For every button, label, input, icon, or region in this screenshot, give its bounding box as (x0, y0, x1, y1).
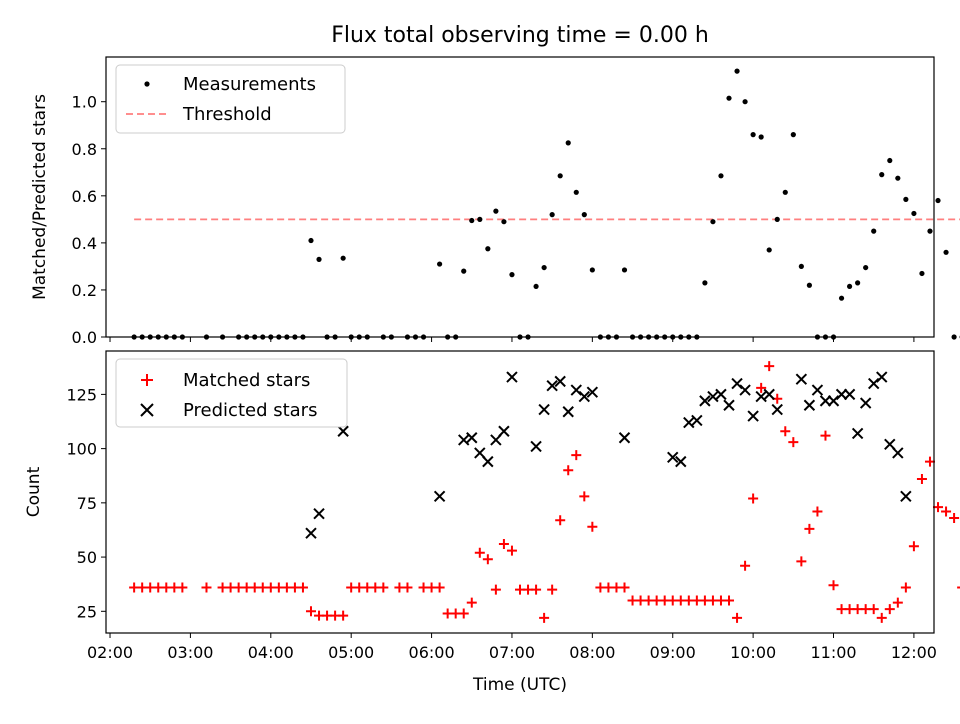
measurement-point (469, 218, 474, 223)
measurement-point (799, 264, 804, 269)
measurement-point (566, 140, 571, 145)
threshold-legend-label: Threshold (182, 104, 272, 125)
bottom-legend: Matched stars Predicted stars (116, 359, 347, 427)
measurement-point (871, 229, 876, 234)
x-tick-label: 08:00 (569, 643, 615, 662)
measurement-point (558, 173, 563, 178)
bottom-y-tick-label: 100 (66, 440, 97, 459)
measurement-point (951, 334, 956, 339)
measurement-point (702, 280, 707, 285)
measurement-point (509, 272, 514, 277)
x-tick-label: 09:00 (650, 643, 696, 662)
measurement-point (582, 212, 587, 217)
measurement-point (734, 69, 739, 74)
chart-title: Flux total observing time = 0.00 h (331, 23, 709, 48)
measurement-point (751, 132, 756, 137)
top-y-tick-label: 0.2 (72, 281, 97, 300)
measurement-point (775, 217, 780, 222)
measurement-point (550, 212, 555, 217)
top-y-tick-label: 0.4 (72, 234, 97, 253)
measurement-point (437, 261, 442, 266)
measurement-point (855, 280, 860, 285)
measurement-point (542, 265, 547, 270)
measurement-point (807, 283, 812, 288)
x-tick-label: 03:00 (167, 643, 213, 662)
x-tick-label: 05:00 (328, 643, 374, 662)
measurement-point (742, 99, 747, 104)
top-y-tick-label: 0.0 (72, 328, 97, 347)
measurement-point (574, 190, 579, 195)
bottom-y-tick-label: 25 (77, 602, 97, 621)
measurement-point (791, 132, 796, 137)
measurement-point (308, 238, 313, 243)
x-tick-label: 10:00 (730, 643, 776, 662)
measurement-point (863, 265, 868, 270)
measurement-point (485, 246, 490, 251)
measurement-point (847, 284, 852, 289)
measurement-point (759, 134, 764, 139)
measurement-point (919, 271, 924, 276)
top-y-tick-label: 0.8 (72, 140, 97, 159)
measurement-point (903, 197, 908, 202)
measurement-point (590, 267, 595, 272)
x-tick-label: 07:00 (489, 643, 535, 662)
measurement-point (935, 198, 940, 203)
measurement-point (943, 250, 948, 255)
x-tick-label: 12:00 (891, 643, 937, 662)
bottom-y-axis-label: Count (24, 466, 44, 517)
measurement-point (461, 269, 466, 274)
measurement-point (710, 219, 715, 224)
measurement-point (718, 173, 723, 178)
top-y-tick-label: 1.0 (72, 93, 97, 112)
measurements-legend-label: Measurements (183, 74, 316, 95)
measurements-legend-marker (144, 81, 149, 86)
x-tick-label: 02:00 (87, 643, 133, 662)
bottom-y-tick-label: 50 (77, 548, 97, 567)
measurement-point (879, 172, 884, 177)
measurement-point (533, 284, 538, 289)
measurement-point (493, 209, 498, 214)
measurement-point (622, 267, 627, 272)
measurement-point (477, 217, 482, 222)
bottom-y-tick-label: 75 (77, 494, 97, 513)
x-tick-label: 06:00 (409, 643, 455, 662)
measurement-point (341, 256, 346, 261)
measurement-point (895, 176, 900, 181)
measurement-point (911, 211, 916, 216)
top-legend: Measurements Threshold (116, 65, 345, 133)
top-y-tick-label: 0.6 (72, 187, 97, 206)
predicted-stars-legend-label: Predicted stars (183, 400, 317, 421)
x-tick-label: 04:00 (248, 643, 294, 662)
measurement-point (887, 158, 892, 163)
measurement-point (783, 190, 788, 195)
x-axis-label: Time (UTC) (472, 675, 567, 695)
top-y-axis-label: Matched/Predicted stars (30, 94, 50, 300)
measurement-point (726, 96, 731, 101)
measurement-point (501, 219, 506, 224)
matched-stars-legend-label: Matched stars (183, 370, 310, 391)
bottom-y-tick-label: 125 (66, 385, 97, 404)
measurement-point (839, 296, 844, 301)
measurement-point (927, 229, 932, 234)
measurement-point (767, 247, 772, 252)
measurement-point (316, 257, 321, 262)
x-tick-label: 11:00 (810, 643, 856, 662)
